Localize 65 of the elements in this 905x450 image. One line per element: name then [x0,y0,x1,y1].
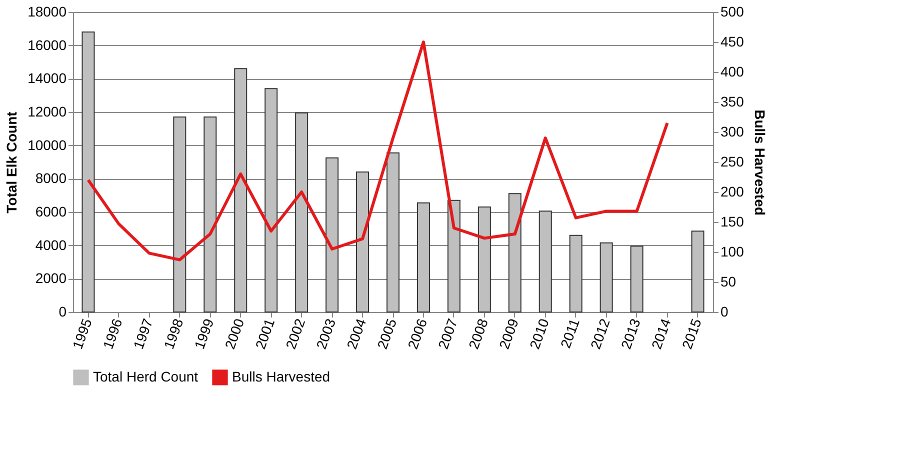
x-tick-label: 2010 [526,316,552,352]
bar [326,157,339,312]
x-tick-label: 2007 [434,316,461,352]
y-tick-label: 10000 [28,136,67,153]
bar [295,112,308,312]
bar [82,32,95,312]
y2-tick-label: 250 [720,154,744,170]
x-tick-label: 1999 [191,316,217,352]
bar [538,210,552,312]
legend-label: Bulls Harvested [232,368,330,384]
y2-tick-label: 200 [720,184,744,200]
line-series [86,40,669,262]
x-tick-label: 2012 [587,316,613,352]
y2-tick-label: 500 [720,4,744,20]
y2-tick-label: 0 [720,304,728,320]
y2-tick-label: 400 [720,64,744,80]
bar [416,202,430,312]
bar [600,242,613,312]
y2-tick-label: 50 [720,274,736,290]
bar [630,246,644,312]
bar [204,116,217,312]
bar [569,234,582,312]
y2-tick-label: 450 [720,34,744,50]
x-tick-label: 2000 [222,316,248,352]
x-tick-label: 1997 [130,316,156,352]
x-tick-label: 1995 [69,316,95,352]
x-tick-label: 2002 [282,316,308,352]
y-tick-label: 2000 [35,270,67,286]
x-tick-label: 1998 [160,316,186,352]
legend-label: Total Herd Count [93,368,198,384]
x-tick-label: 2001 [252,316,278,352]
x-tick-label: 2004 [343,316,370,352]
y-tick-label: 16000 [28,36,67,53]
y-tick-label: 8000 [35,170,67,186]
x-tick-label: 2008 [465,316,492,352]
bar [478,206,491,312]
bar [447,200,460,312]
y2-tick-label: 100 [720,244,744,260]
x-tick-label: 2011 [557,316,583,350]
y-tick-label: 4000 [35,236,67,253]
bar [356,172,370,312]
y-tick-label: 6000 [35,204,67,220]
y2-tick-label: 300 [720,124,744,140]
x-tick-label: 2013 [618,316,644,352]
y-tick-label: 0 [58,304,67,320]
y-axis-title: Total Elk Count [4,111,20,214]
x-tick-label: 2014 [648,316,674,352]
bar [264,88,278,312]
x-tick-label: 2015 [678,316,704,352]
x-tick-label: 2009 [496,316,522,352]
y2-axis-title: Bulls Harvested [752,110,768,216]
bar [508,193,522,312]
y2-tick-label: 150 [720,214,744,230]
bar [173,116,186,312]
y2-tick-label: 350 [720,94,744,110]
y-tick-label: 12000 [28,104,67,120]
bar [691,230,704,312]
y-tick-label: 14000 [28,70,67,86]
x-tick-label: 1996 [100,316,126,352]
bar [386,152,400,312]
x-tick-label: 2003 [312,316,339,352]
bar [234,68,248,312]
x-tick-label: 2005 [374,316,400,352]
x-tick-label: 2006 [404,316,430,352]
y-tick-label: 18000 [28,4,67,20]
